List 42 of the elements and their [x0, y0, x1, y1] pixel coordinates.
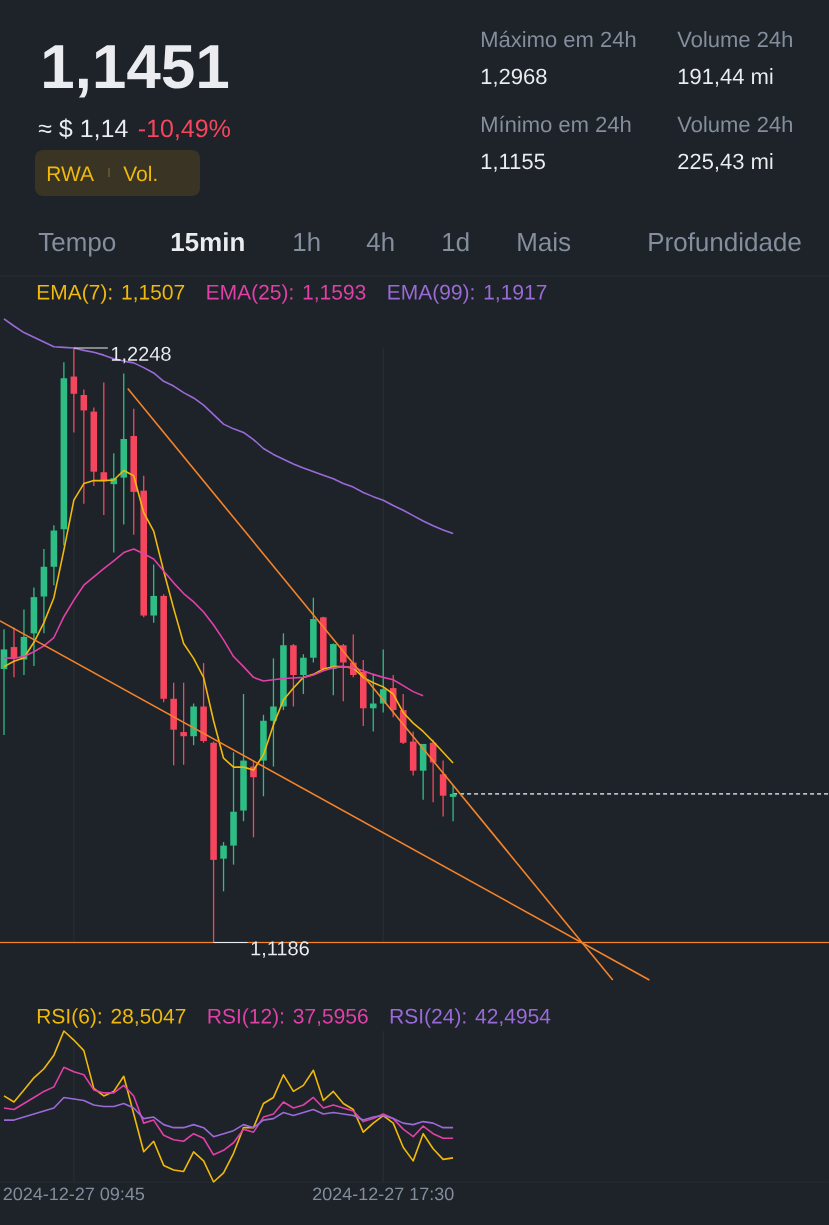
- candlestick: [100, 381, 108, 516]
- text: Tempo: [38, 233, 116, 257]
- text: EMA(25): 1,1593: [207, 284, 366, 304]
- annotation: 1,1186: [251, 941, 309, 958]
- candlestick: [220, 841, 227, 893]
- text: Profundidade: [649, 232, 801, 252]
- text: 225,43 mi: [678, 153, 773, 172]
- text: 15min: [171, 232, 244, 252]
- series-label: RSI(6): 28,5047: [37, 1008, 186, 1028]
- text: RSI(12): 37,5956: [208, 1008, 368, 1028]
- text: Mínimo em 24h: [482, 115, 631, 133]
- text: RWA: [47, 166, 94, 182]
- text: 1,1451: [44, 45, 229, 98]
- text: EMA(7): 1,1507: [37, 284, 185, 304]
- text: 4h: [366, 232, 394, 252]
- text: 1,2968: [481, 68, 547, 87]
- candlestick: [180, 682, 187, 766]
- candlestick: [389, 674, 397, 718]
- candlestick: [150, 563, 157, 624]
- candlestick: [379, 648, 387, 714]
- candlestick: [439, 759, 447, 818]
- candlestick: [369, 673, 377, 733]
- text: 191,44 mi: [678, 68, 773, 87]
- candlestick: [340, 643, 347, 702]
- candlestick: [449, 784, 457, 822]
- annotation: 1,2248: [111, 346, 171, 364]
- candlestick: [270, 657, 277, 768]
- x-tick-label: 2024-12-27 17:30: [313, 1187, 454, 1201]
- text: 1d: [443, 232, 469, 252]
- x-tick-label: 2024-12-27 09:45: [3, 1187, 145, 1201]
- text: EMA(99): 1,1917: [388, 284, 547, 304]
- text: Máximo em 24h: [482, 30, 636, 48]
- text: ≈ $ 1,14: [38, 118, 128, 141]
- text: -10,49%: [138, 119, 230, 141]
- text: Vol.: [123, 165, 157, 182]
- text: 1h: [294, 232, 320, 252]
- text: Mais: [518, 232, 571, 252]
- candlestick: [300, 653, 307, 695]
- text: Volume 24h: [677, 31, 792, 48]
- text: 1,1155: [481, 153, 545, 172]
- text: RSI(24): 42,4954: [390, 1008, 551, 1028]
- text: Volume 24h: [677, 116, 792, 133]
